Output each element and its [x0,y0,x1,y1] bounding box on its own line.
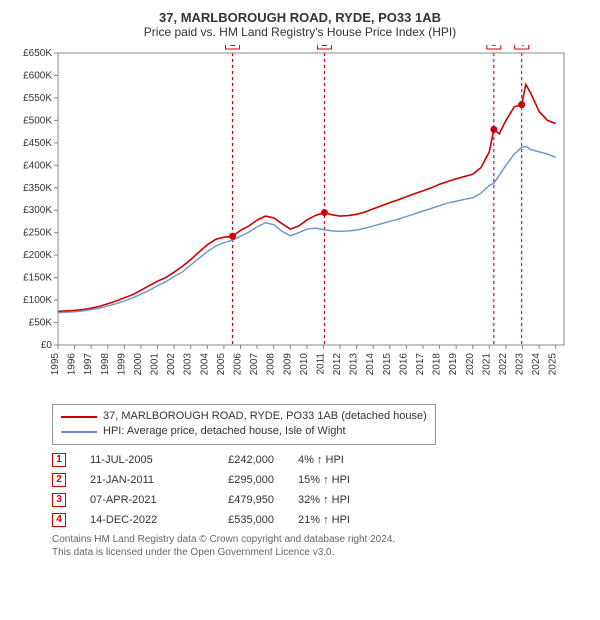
svg-text:2013: 2013 [349,353,360,376]
sale-price: £242,000 [204,454,274,466]
sale-date: 14-DEC-2022 [90,514,180,526]
sale-row: 4 14-DEC-2022 £535,000 21% ↑ HPI [52,513,586,527]
svg-text:2021: 2021 [481,353,492,376]
svg-text:£650K: £650K [23,48,52,59]
sales-table: 1 11-JUL-2005 £242,000 4% ↑ HPI 2 21-JAN-2011… [52,453,586,527]
svg-text:2012: 2012 [332,353,343,376]
svg-text:1997: 1997 [83,353,94,376]
legend-label: 37, MARLBOROUGH ROAD, RYDE, PO33 1AB (de… [103,409,427,424]
svg-text:£250K: £250K [23,228,52,239]
legend: 37, MARLBOROUGH ROAD, RYDE, PO33 1AB (de… [52,404,436,445]
svg-text:£50K: £50K [29,318,53,329]
footer-line-2: This data is licensed under the Open Gov… [52,546,586,559]
svg-text:£450K: £450K [23,138,52,149]
sale-pct: 15% ↑ HPI [298,474,408,486]
svg-text:2017: 2017 [415,353,426,376]
svg-text:2009: 2009 [282,353,293,376]
svg-text:1995: 1995 [50,353,61,376]
svg-text:£550K: £550K [23,93,52,104]
plot-area: £0 £50K £100K £150K £200K £250K £300K £350K £400… [14,45,574,400]
sale-marker: 1 [52,453,66,467]
legend-label: HPI: Average price, detached house, Isle… [103,424,346,439]
svg-text:1998: 1998 [100,353,111,376]
svg-text:2019: 2019 [448,353,459,376]
footer-line-1: Contains HM Land Registry data © Crown c… [52,533,586,546]
sale-row: 3 07-APR-2021 £479,950 32% ↑ HPI [52,493,586,507]
svg-text:£0: £0 [41,340,53,351]
legend-row: 37, MARLBOROUGH ROAD, RYDE, PO33 1AB (de… [61,409,427,424]
svg-text:1999: 1999 [116,353,127,376]
sale-row: 1 11-JUL-2005 £242,000 4% ↑ HPI [52,453,586,467]
svg-text:2007: 2007 [249,353,260,376]
svg-text:£150K: £150K [23,273,52,284]
svg-text:2016: 2016 [398,353,409,376]
svg-text:2003: 2003 [183,353,194,376]
svg-text:2002: 2002 [166,353,177,376]
svg-text:£300K: £300K [23,205,52,216]
sale-pct: 21% ↑ HPI [298,514,408,526]
chart-container: 37, MARLBOROUGH ROAD, RYDE, PO33 1AB Pri… [0,0,600,620]
sale-pct: 32% ↑ HPI [298,494,408,506]
sale-price: £295,000 [204,474,274,486]
svg-text:2015: 2015 [382,353,393,376]
sale-marker: 4 [52,513,66,527]
svg-text:2008: 2008 [266,353,277,376]
svg-text:2024: 2024 [531,353,542,376]
svg-text:£500K: £500K [23,115,52,126]
sale-price: £535,000 [204,514,274,526]
sale-marker: 2 [52,473,66,487]
sale-row: 2 21-JAN-2011 £295,000 15% ↑ HPI [52,473,586,487]
sale-marker: 3 [52,493,66,507]
svg-text:£350K: £350K [23,183,52,194]
svg-text:£100K: £100K [23,295,52,306]
svg-text:2005: 2005 [216,353,227,376]
sale-pct: 4% ↑ HPI [298,454,408,466]
sale-date: 07-APR-2021 [90,494,180,506]
sale-price: £479,950 [204,494,274,506]
legend-row: HPI: Average price, detached house, Isle… [61,424,427,439]
svg-text:2011: 2011 [315,353,326,375]
svg-text:2025: 2025 [548,353,559,376]
svg-text:2006: 2006 [232,353,243,376]
svg-text:2010: 2010 [299,353,310,376]
svg-text:2: 2 [322,45,328,49]
chart-subtitle: Price paid vs. HM Land Registry's House … [14,25,586,39]
footer: Contains HM Land Registry data © Crown c… [52,533,586,559]
svg-text:2020: 2020 [465,353,476,376]
plot-svg: £0 £50K £100K £150K £200K £250K £300K £350K £400… [14,45,574,400]
svg-text:1996: 1996 [67,353,78,376]
sale-date: 21-JAN-2011 [90,474,180,486]
svg-text:2018: 2018 [432,353,443,376]
svg-text:£200K: £200K [23,250,52,261]
svg-text:1: 1 [230,45,236,49]
svg-text:2014: 2014 [365,353,376,376]
svg-text:2023: 2023 [515,353,526,376]
svg-text:2001: 2001 [150,353,161,376]
svg-text:2022: 2022 [498,353,509,376]
chart-title: 37, MARLBOROUGH ROAD, RYDE, PO33 1AB [14,10,586,25]
legend-swatch [61,416,97,418]
svg-text:2000: 2000 [133,353,144,376]
svg-text:2004: 2004 [199,353,210,376]
svg-text:£400K: £400K [23,160,52,171]
svg-text:4: 4 [519,45,525,49]
legend-swatch [61,431,97,433]
svg-text:£600K: £600K [23,70,52,81]
sale-date: 11-JUL-2005 [90,454,180,466]
svg-text:3: 3 [491,45,497,49]
